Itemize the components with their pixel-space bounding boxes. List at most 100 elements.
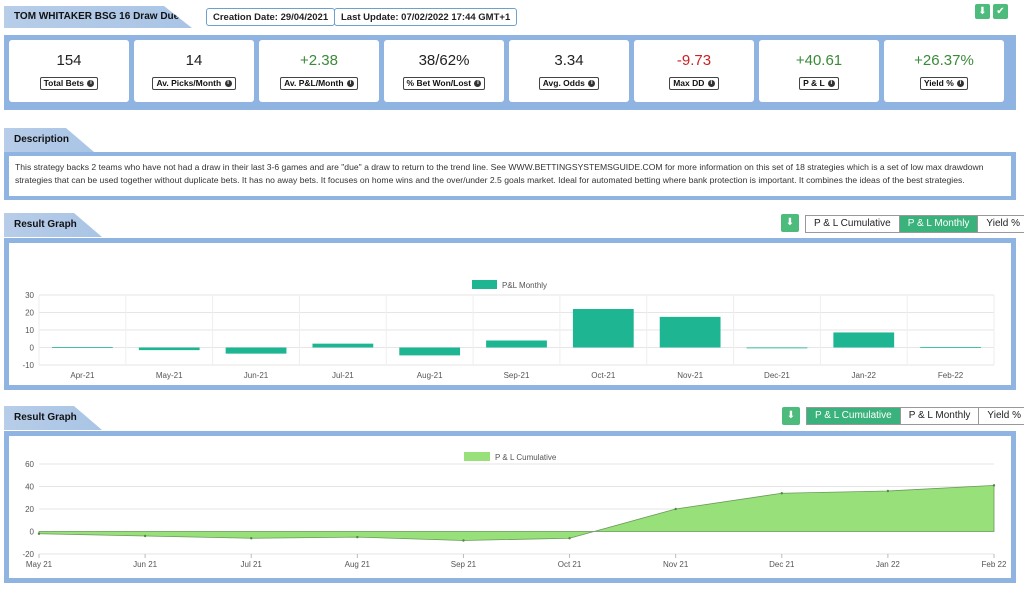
x-tick-label: Jul-21	[332, 371, 354, 380]
stat-value: 14	[185, 52, 203, 69]
result-graph-heading-1: Result Graph	[4, 213, 102, 237]
info-icon: i	[957, 80, 965, 88]
data-point	[250, 537, 253, 540]
x-tick-label: Jul 21	[241, 560, 263, 569]
graph2-download-button[interactable]: ⬇	[782, 407, 800, 425]
x-tick-label: Dec 21	[769, 560, 795, 569]
bar	[225, 347, 287, 354]
bar	[833, 332, 895, 348]
y-tick-label: 40	[25, 483, 34, 492]
stat-label[interactable]: P & L i	[799, 77, 839, 90]
stat-value: +2.38	[300, 52, 338, 69]
legend-swatch	[472, 280, 497, 289]
graph1-toggle-group: P & L Cumulative P & L Monthly Yield %	[805, 215, 1024, 233]
info-icon: i	[588, 80, 596, 88]
bar	[572, 309, 634, 348]
y-tick-label: 30	[25, 291, 34, 300]
tab-pl-monthly[interactable]: P & L Monthly	[900, 408, 980, 424]
tab-yield[interactable]: Yield %	[979, 408, 1024, 424]
bar	[486, 340, 547, 348]
info-icon: i	[346, 80, 354, 88]
y-tick-label: 20	[25, 309, 34, 318]
bar	[52, 347, 113, 348]
y-tick-label: 60	[25, 460, 34, 469]
stat-label[interactable]: Av. P&L/Month i	[280, 77, 358, 90]
info-icon: i	[474, 80, 482, 88]
bar	[920, 346, 981, 348]
stat-label-text: % Bet Won/Lost	[406, 78, 472, 88]
stat-label[interactable]: Max DD i	[669, 77, 719, 90]
tab-yield[interactable]: Yield %	[978, 216, 1024, 232]
verified-button[interactable]: ✔	[993, 4, 1008, 19]
y-tick-label: -10	[22, 361, 34, 370]
y-tick-label: 10	[25, 326, 34, 335]
stat-value: +40.61	[795, 52, 843, 69]
graph1-panel: P&L Monthly -10 0 10 20 30 Apr-21 May-21 Jun-21 J…	[4, 238, 1016, 390]
stats-panel: 154 Total Bets i 14 Av. Picks/Month i +2.38 A…	[4, 35, 1016, 110]
y-tick-label: 0	[30, 528, 35, 537]
stat-value: 3.34	[554, 52, 584, 69]
download-button[interactable]: ⬇	[975, 4, 990, 19]
stat-card: +26.37% Yield % i	[884, 40, 1004, 102]
x-tick-label: Jun 21	[133, 560, 158, 569]
x-tick-label: Oct 21	[558, 560, 582, 569]
data-point	[992, 484, 996, 487]
info-icon: i	[87, 80, 95, 88]
stat-label-text: Avg. Odds	[542, 78, 585, 88]
description-text: This strategy backs 2 teams who have not…	[9, 156, 1011, 196]
stat-label-text: Av. P&L/Month	[284, 78, 344, 88]
stat-card: 154 Total Bets i	[9, 40, 129, 102]
legend-label: P & L Cumulative	[495, 453, 557, 462]
tab-pl-cumulative[interactable]: P & L Cumulative	[806, 216, 900, 232]
stat-label[interactable]: Avg. Odds i	[538, 77, 600, 90]
legend-label: P&L Monthly	[502, 281, 547, 290]
y-tick-label: -20	[22, 550, 34, 559]
stat-label[interactable]: Yield % i	[919, 77, 969, 90]
download-icon: ⬇	[785, 217, 795, 228]
x-tick-label: Apr-21	[70, 371, 95, 380]
last-update: Last Update: 07/02/2022 17:44 GMT+1	[334, 8, 518, 26]
bar	[138, 347, 200, 351]
description-heading: Description	[4, 128, 94, 152]
x-tick-label: May-21	[156, 371, 183, 380]
x-tick-label: Feb 22	[982, 560, 1007, 569]
stat-value: +26.37%	[914, 52, 974, 69]
x-tick-label: Sep 21	[451, 560, 477, 569]
x-tick-label: Jun-21	[244, 371, 269, 380]
download-icon: ⬇	[786, 410, 796, 421]
data-point	[568, 537, 571, 540]
graph2-toggle-group: P & L Cumulative P & L Monthly Yield %	[806, 407, 1024, 425]
stat-card: +40.61 P & L i	[759, 40, 879, 102]
x-tick-label: Sep-21	[504, 371, 530, 380]
data-point	[462, 539, 465, 542]
graph2-panel: P & L Cumulative -20 0 20 40 60 May 21 Jun 21 Ju…	[4, 431, 1016, 583]
stat-label[interactable]: Av. Picks/Month i	[152, 77, 236, 90]
stat-label-text: Total Bets	[43, 78, 85, 88]
stat-card: +2.38 Av. P&L/Month i	[259, 40, 379, 102]
stat-label[interactable]: Total Bets i	[39, 77, 99, 90]
stat-card: 14 Av. Picks/Month i	[134, 40, 254, 102]
x-tick-label: Oct-21	[591, 371, 616, 380]
stat-label[interactable]: % Bet Won/Lost i	[402, 77, 486, 90]
bar	[399, 347, 461, 356]
stat-label-text: Max DD	[673, 78, 705, 88]
stat-card: 3.34 Avg. Odds i	[509, 40, 629, 102]
y-tick-label: 0	[30, 344, 35, 353]
strategy-title: TOM WHITAKER BSG 16 Draw Due	[4, 6, 192, 28]
x-tick-label: May 21	[26, 560, 53, 569]
info-icon: i	[827, 80, 835, 88]
tab-pl-monthly[interactable]: P & L Monthly	[899, 216, 979, 232]
x-tick-label: Aug 21	[345, 560, 371, 569]
x-tick-label: Jan-22	[852, 371, 877, 380]
info-icon: i	[707, 80, 715, 88]
cumulative-pl-chart: P & L Cumulative -20 0 20 40 60 May 21 Jun 21 Ju…	[22, 452, 1007, 569]
bar	[659, 316, 721, 348]
data-point	[37, 532, 41, 535]
stat-value: -9.73	[676, 52, 712, 69]
x-tick-label: Aug-21	[417, 371, 443, 380]
verified-icon: ✔	[996, 6, 1005, 17]
legend-swatch	[464, 452, 490, 461]
stat-label-text: Av. Picks/Month	[156, 78, 222, 88]
graph1-download-button[interactable]: ⬇	[781, 214, 799, 232]
tab-pl-cumulative[interactable]: P & L Cumulative	[807, 408, 901, 424]
